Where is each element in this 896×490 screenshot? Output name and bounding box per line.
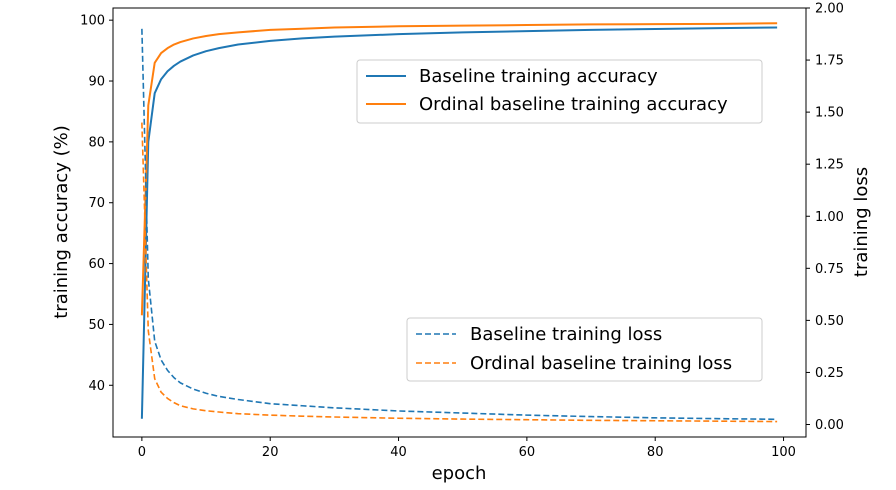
x-tick-label: 80 <box>647 445 664 460</box>
series-line-2 <box>141 28 778 421</box>
right-tick-label: 0.75 <box>815 262 844 277</box>
series-lines <box>140 22 778 423</box>
right-axis-title: training loss <box>851 167 872 277</box>
left-tick-label: 80 <box>88 135 105 150</box>
legend-label-baseline-accuracy: Baseline training accuracy <box>419 66 658 87</box>
left-tick-label: 50 <box>88 318 105 333</box>
x-axis-ticks: 0 20 40 60 80 100 <box>138 437 796 460</box>
left-tick-label: 90 <box>88 75 105 90</box>
right-axis-ticks: 0.00 0.25 0.50 0.75 1.00 1.25 1.50 1.75 2.00 <box>806 2 844 433</box>
series-line-1 <box>140 22 778 316</box>
x-tick-label: 60 <box>519 445 536 460</box>
series-line-3 <box>141 122 778 423</box>
series-line-0 <box>140 26 778 419</box>
loss-legend-box <box>406 317 763 382</box>
x-tick-label: 20 <box>262 445 279 460</box>
left-tick-label: 100 <box>80 14 105 29</box>
right-tick-label: 1.50 <box>815 106 844 121</box>
left-tick-label: 70 <box>88 196 105 211</box>
legend-label-ordinal-loss: Ordinal baseline training loss <box>470 353 732 374</box>
left-tick-label: 60 <box>88 257 105 272</box>
left-axis-ticks: 40 50 60 70 80 90 100 <box>80 14 113 394</box>
x-tick-label: 40 <box>390 445 407 460</box>
left-axis-title: training accuracy (%) <box>51 125 72 319</box>
x-axis-title: epoch <box>432 463 487 484</box>
left-tick-label: 40 <box>88 379 105 394</box>
x-tick-label: 100 <box>771 445 796 460</box>
right-tick-label: 2.00 <box>815 2 844 17</box>
x-tick-label: 0 <box>138 445 146 460</box>
accuracy-legend: Baseline training accuracy Ordinal basel… <box>356 59 763 124</box>
legend-label-ordinal-accuracy: Ordinal baseline training accuracy <box>419 94 728 115</box>
loss-legend: Baseline training loss Ordinal baseline … <box>406 317 763 382</box>
right-tick-label: 0.50 <box>815 314 844 329</box>
right-tick-label: 1.25 <box>815 158 844 173</box>
legend-label-baseline-loss: Baseline training loss <box>470 324 662 345</box>
accuracy-legend-box <box>356 59 763 124</box>
right-tick-label: 1.75 <box>815 54 844 69</box>
right-tick-label: 0.00 <box>815 418 844 433</box>
right-tick-label: 0.25 <box>815 366 844 381</box>
right-tick-label: 1.00 <box>815 210 844 225</box>
